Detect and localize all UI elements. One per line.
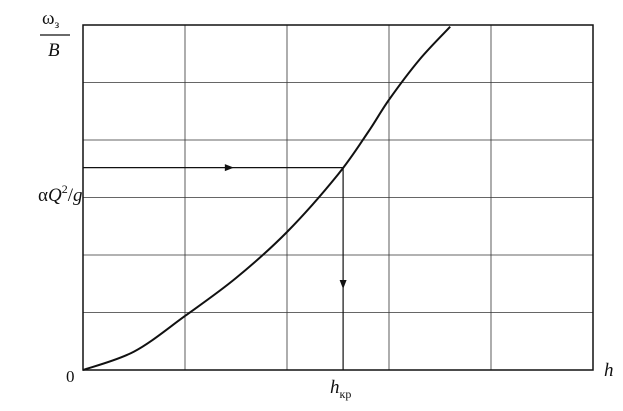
y-axis-label-denominator: B (48, 40, 60, 61)
marker-lines (83, 164, 347, 370)
plot-frame (82, 24, 594, 371)
y-axis-label-numerator: ωз (42, 8, 60, 31)
y-axis-label: ωз B (40, 8, 70, 61)
x-marker-label: hкр (330, 377, 351, 401)
grid (83, 25, 593, 370)
arrow-down-icon (339, 280, 347, 290)
series-layer (82, 26, 451, 371)
x-axis-label: h (604, 360, 614, 381)
series-line (82, 26, 451, 371)
plot-border (82, 24, 594, 371)
origin-label: 0 (66, 367, 75, 386)
y-marker-label: αQ2/g (38, 182, 82, 206)
arrow-right-icon (224, 164, 234, 172)
